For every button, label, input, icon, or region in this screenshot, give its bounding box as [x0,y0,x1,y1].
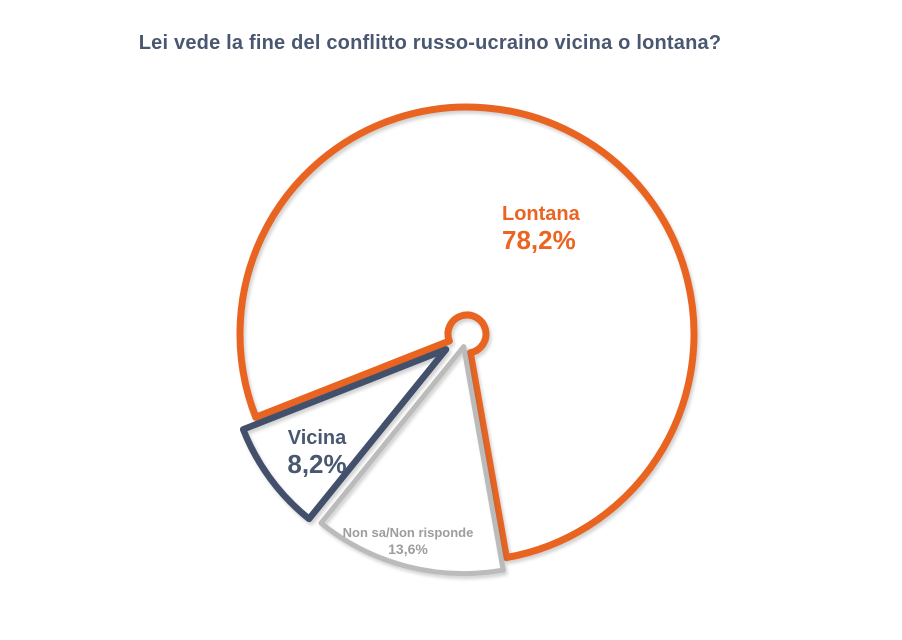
slice-non-sa-value: 13,6% [388,540,428,557]
slice-lontana-label: Lontana [502,203,580,225]
label-vicina: Vicina 8,2% [257,427,377,480]
label-non-sa-non-risponde: Non sa/Non risponde 13,6% [312,525,504,557]
chart-title: Lei vede la fine del conflitto russo-ucr… [138,32,722,54]
slice-vicina-value: 8,2% [287,449,347,479]
slice-vicina [239,346,450,523]
slice-non-sa-non-risponde [318,344,506,577]
slice-lontana-value: 78,2% [502,225,576,255]
slice-non-sa-label: Non sa/Non risponde [342,525,474,540]
label-lontana: Lontana 78,2% [502,203,580,256]
slice-lontana [236,103,698,562]
slice-vicina-label: Vicina [287,427,347,449]
